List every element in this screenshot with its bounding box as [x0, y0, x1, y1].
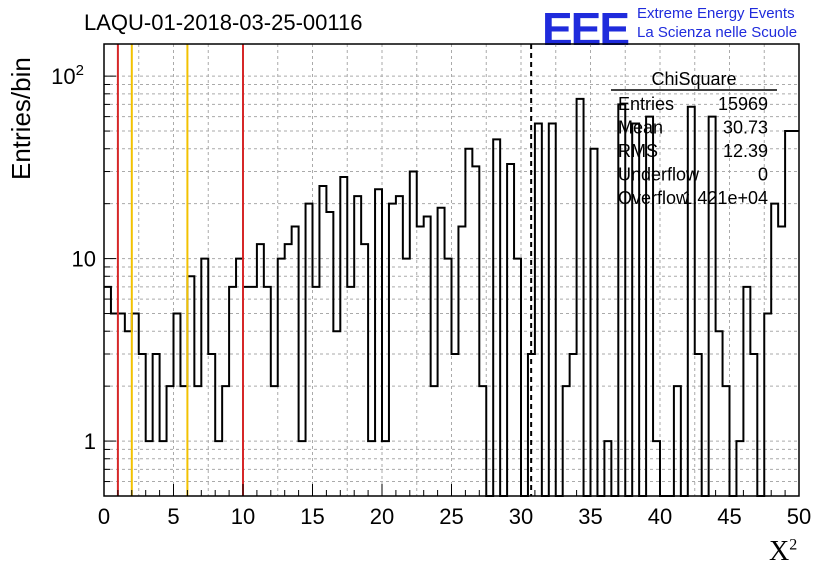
eee-logo: EEE: [542, 3, 630, 55]
stats-label: RMS: [618, 141, 658, 161]
stats-label: Underflow: [618, 165, 700, 185]
x-axis-label-text: X: [769, 536, 790, 567]
x-tick-label: 20: [370, 504, 394, 529]
stats-value: 15969: [718, 94, 768, 114]
logo-line-1: Extreme Energy Events: [637, 5, 795, 22]
stats-title: ChiSquare: [651, 69, 736, 89]
y-tick-exponent: 2: [76, 62, 84, 79]
x-axis-label: X2: [769, 536, 797, 568]
stats-value: 30.73: [723, 118, 768, 138]
chart-title: LAQU-01-2018-03-25-00116: [84, 10, 363, 35]
x-tick-label: 10: [231, 504, 255, 529]
stats-value: 1.421e+04: [682, 188, 768, 208]
y-tick-label: 102: [51, 62, 84, 89]
x-tick-label: 15: [300, 504, 324, 529]
x-tick-label: 0: [98, 504, 110, 529]
y-tick-label: 10: [72, 247, 96, 272]
logo-caption: Extreme Energy Events La Scienza nelle S…: [637, 4, 797, 42]
stats-label: Overflow: [618, 188, 690, 208]
stats-value: 0: [758, 165, 768, 185]
x-tick-label: 40: [648, 504, 672, 529]
x-tick-label: 30: [509, 504, 533, 529]
x-tick-label: 25: [439, 504, 463, 529]
x-axis-label-sup: 2: [789, 536, 798, 554]
x-tick-label: 45: [717, 504, 741, 529]
stats-label: Mean: [618, 118, 663, 138]
y-tick-label: 1: [84, 429, 96, 454]
histogram-series: [104, 97, 799, 497]
stats-label: Entries: [618, 94, 674, 114]
x-tick-label: 5: [167, 504, 179, 529]
x-tick-label: 35: [578, 504, 602, 529]
logo-line-2: La Scienza nelle Scuole: [637, 24, 798, 41]
x-tick-label: 50: [787, 504, 811, 529]
stats-value: 12.39: [723, 141, 768, 161]
